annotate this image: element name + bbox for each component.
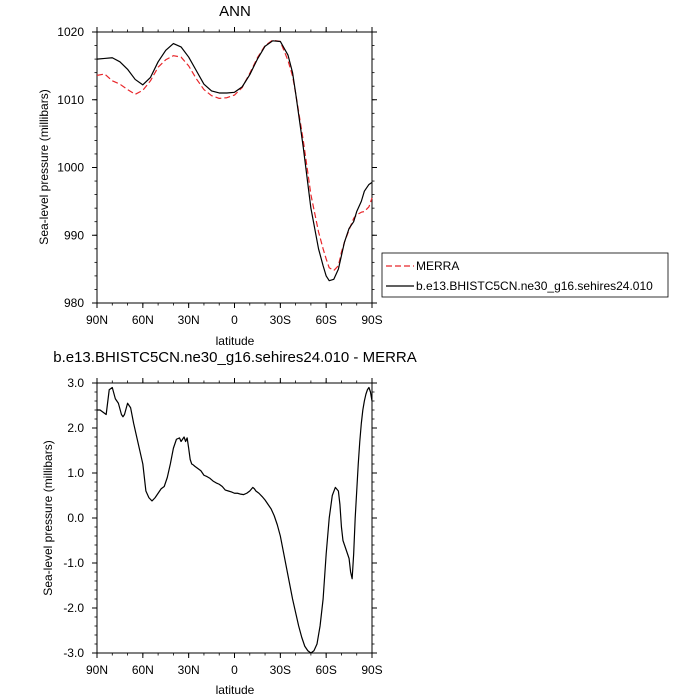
y-tick-label: 990	[64, 228, 84, 242]
top-x-ticks: 90N 60N 30N 0 30S 60S 90S	[86, 27, 383, 327]
bottom-panel: b.e13.BHISTC5CN.ne30_g16.sehires24.010 -…	[41, 349, 417, 697]
x-tick-label: 90N	[86, 313, 108, 327]
x-tick-label: 60S	[315, 663, 336, 677]
top-x-axis-label: latitude	[216, 334, 255, 348]
x-tick-label: 90S	[361, 313, 382, 327]
y-tick-label: 2.0	[67, 421, 84, 435]
y-tick-label: 1000	[57, 161, 84, 175]
x-tick-label: 0	[231, 313, 238, 327]
series-line-0-0	[96, 39, 373, 272]
y-tick-label: -3.0	[63, 646, 84, 660]
y-tick-label: 1020	[57, 25, 84, 39]
y-tick-label: 1.0	[67, 466, 84, 480]
legend-box	[381, 252, 669, 298]
y-tick-label: 980	[64, 296, 84, 310]
x-tick-label: 60N	[132, 313, 154, 327]
x-tick-label: 60N	[132, 663, 154, 677]
bottom-chart-title: b.e13.BHISTC5CN.ne30_g16.sehires24.010 -…	[53, 349, 417, 366]
legend-label-model: b.e13.BHISTC5CN.ne30_g16.sehires24.010	[416, 279, 653, 293]
bottom-series-group	[97, 386, 373, 654]
bottom-y-axis-label: Sea-level pressure (millibars)	[41, 440, 55, 595]
bottom-plot-frame	[96, 382, 373, 654]
x-tick-label: 90S	[361, 663, 382, 677]
bottom-x-ticks: 90N 60N 30N 0 30S 60S 90S	[86, 378, 383, 677]
legend-label-merra: MERRA	[416, 259, 459, 273]
y-tick-label: 3.0	[67, 376, 84, 390]
x-tick-label: 0	[231, 663, 238, 677]
top-y-axis-label: Sea-level pressure (millibars)	[37, 89, 51, 244]
x-tick-label: 30S	[270, 313, 291, 327]
x-tick-label: 30N	[178, 313, 200, 327]
bottom-y-ticks: -3.0 -2.0 -1.0 0.0 1.0 2.0 3.0	[63, 376, 377, 660]
top-series-group	[96, 39, 373, 282]
legend: MERRA b.e13.BHISTC5CN.ne30_g16.sehires24…	[381, 252, 669, 298]
y-tick-label: 0.0	[67, 511, 84, 525]
series-line-1-0	[97, 386, 373, 654]
x-tick-label: 30S	[270, 663, 291, 677]
top-chart-title: ANN	[219, 3, 251, 20]
top-y-ticks: 980 990 1000 1010 1020	[57, 25, 377, 310]
x-tick-label: 90N	[86, 663, 108, 677]
bottom-x-axis-label: latitude	[216, 683, 255, 697]
y-tick-label: 1010	[57, 93, 84, 107]
series-line-0-1	[96, 40, 373, 282]
top-plot-frame	[96, 31, 373, 304]
y-tick-label: -2.0	[63, 601, 84, 615]
x-tick-label: 60S	[315, 313, 336, 327]
y-tick-label: -1.0	[63, 556, 84, 570]
x-tick-label: 30N	[178, 663, 200, 677]
top-panel: ANN 90N 60N 30N 0 30S 60S 90S 980 990 1000 1010 10…	[37, 3, 669, 348]
